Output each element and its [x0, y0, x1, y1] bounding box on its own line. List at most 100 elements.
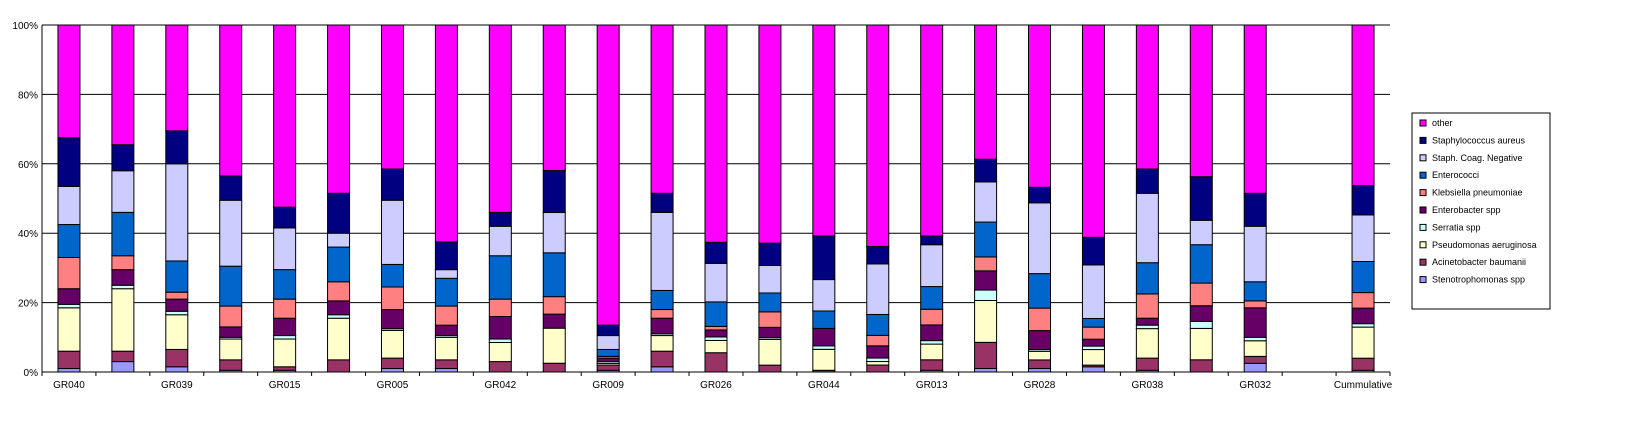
bar-segment [866, 334, 890, 347]
legend-label: other [1432, 118, 1453, 128]
bar-segment [812, 345, 836, 350]
x-tick-label: GR038 [1132, 380, 1164, 391]
bar-segment [219, 265, 243, 307]
bar-segment [704, 352, 728, 373]
bar-segment [542, 362, 566, 373]
bar-segment [542, 212, 566, 254]
y-tick-label: 60% [18, 160, 38, 171]
bar-segment [920, 340, 944, 345]
bar-segment [1028, 368, 1052, 373]
bar-segment [219, 326, 243, 338]
x-tick-label: GR013 [916, 380, 948, 391]
bar-segment [327, 300, 351, 316]
legend-swatch [1419, 241, 1427, 249]
legend-swatch [1419, 206, 1427, 214]
bar-segment [111, 170, 135, 213]
bar-segment [758, 242, 782, 266]
legend-swatch [1419, 223, 1427, 231]
bar-segment [219, 305, 243, 328]
legend-box [1411, 112, 1551, 310]
bar-segment [542, 252, 566, 298]
bar-segment [866, 345, 890, 359]
y-tick-label: 80% [18, 90, 38, 101]
bar-segment [380, 24, 404, 170]
legend: other Staphylococcus aureus Staph. Coag. N… [1411, 112, 1551, 310]
bar-segment [704, 262, 728, 303]
bar-segment [1081, 326, 1105, 340]
x-tick-label: GR040 [53, 380, 85, 391]
bar-segment [1189, 359, 1213, 373]
bar-segment [650, 335, 674, 352]
bar-segment [165, 314, 189, 350]
bar-segment [1189, 219, 1213, 246]
bar-segment [1243, 300, 1267, 309]
bar-segment [1135, 357, 1159, 371]
x-tick-label: GR009 [592, 380, 624, 391]
bar-segment [1028, 307, 1052, 332]
bars [57, 24, 1375, 373]
bar-segment [542, 313, 566, 329]
bar-segment [1351, 326, 1375, 359]
bar-segment [866, 263, 890, 315]
bar-segment [273, 24, 297, 208]
bar-segment [111, 144, 135, 172]
x-tick-label: Cummulative [1334, 380, 1393, 391]
bar-segment [488, 338, 512, 344]
bar-segment [1351, 307, 1375, 325]
bar-segment [974, 368, 998, 373]
bar-segment [219, 359, 243, 371]
bar-segment [758, 364, 782, 373]
bar-segment [434, 324, 458, 337]
bar-segment [704, 336, 728, 341]
bar-segment [812, 348, 836, 371]
legend-swatch [1419, 258, 1427, 266]
x-tick-label: GR015 [269, 380, 301, 391]
x-tick-label: GR042 [484, 380, 516, 391]
bar-segment [165, 130, 189, 165]
bar-segment [866, 313, 890, 336]
bar-segment [1189, 24, 1213, 178]
bar-segment [758, 338, 782, 366]
bar-segment [165, 348, 189, 368]
y-tick-label: 0% [24, 368, 39, 379]
x-tick-label: GR005 [377, 380, 409, 391]
x-tick-label: GR026 [700, 380, 732, 391]
bar-segment [1189, 320, 1213, 329]
bar-segment [596, 348, 620, 357]
bar-segment [704, 241, 728, 264]
legend-label: Klebsiella pneumoniae [1432, 188, 1523, 198]
bar-segment [488, 225, 512, 257]
bar-segment [1243, 225, 1267, 283]
bar-segment [1243, 192, 1267, 227]
bar-segment [1028, 202, 1052, 275]
bar-segment [1243, 307, 1267, 338]
bar-segment [488, 211, 512, 227]
bar-segment [650, 317, 674, 335]
bar-segment [111, 284, 135, 290]
bar-segment [488, 298, 512, 317]
bar-segment [812, 279, 836, 312]
bar-segment [1189, 327, 1213, 361]
y-tick-label: 20% [18, 299, 38, 310]
bar-segment [1189, 282, 1213, 307]
legend-label: Stenotrophomonas spp [1432, 275, 1525, 285]
bar-segment [974, 256, 998, 272]
bar-segment [219, 199, 243, 267]
bar-segment [434, 269, 458, 279]
bar-segment [974, 24, 998, 160]
bar-segment [165, 24, 189, 132]
bar-segment [1351, 214, 1375, 263]
bar-segment [866, 24, 890, 247]
legend-swatch [1419, 189, 1427, 197]
bar-segment [1135, 24, 1159, 170]
bar-segment [758, 24, 782, 244]
bar-segment [434, 24, 458, 243]
bar-segment [165, 298, 189, 312]
bar-segment [380, 286, 404, 311]
x-tick-label: GR028 [1024, 380, 1056, 391]
bar-segment [1135, 262, 1159, 295]
bar-segment [650, 350, 674, 368]
bar-segment [434, 359, 458, 370]
